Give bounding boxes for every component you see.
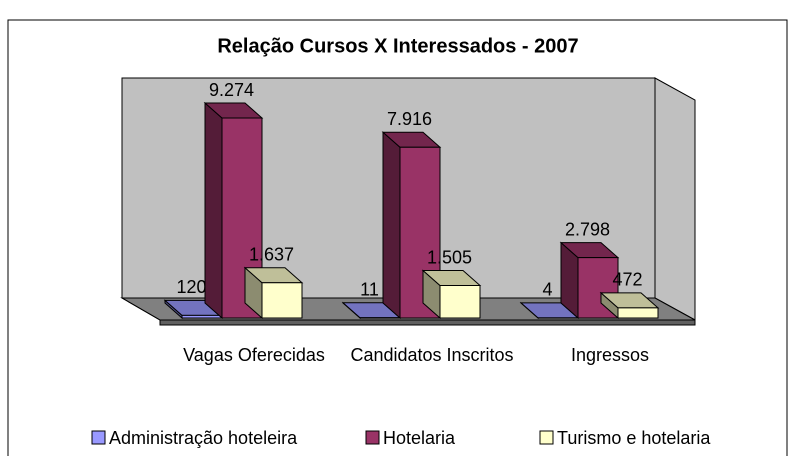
data-label: 472 — [612, 270, 642, 290]
bar-front — [181, 314, 223, 319]
bar — [243, 266, 304, 320]
data-label: 1.505 — [427, 247, 472, 267]
bar-front — [617, 307, 659, 319]
bar — [599, 291, 660, 320]
floor-edge — [121, 297, 696, 326]
data-label: 4 — [542, 280, 552, 300]
legend-swatch — [91, 430, 106, 445]
bar-side — [382, 131, 401, 320]
category-label: Candidatos Inscritos — [350, 345, 514, 365]
legend-label: Turismo e hotelaria — [557, 428, 711, 448]
side-wall — [654, 77, 696, 321]
data-label: 11 — [360, 280, 379, 300]
data-label: 7.916 — [387, 109, 432, 129]
data-label: 120 — [176, 277, 206, 297]
bar-side — [204, 101, 223, 320]
data-label: 2.798 — [565, 219, 610, 239]
category-label: Vagas Oferecidas — [183, 345, 325, 365]
bar-front — [261, 282, 303, 319]
legend-label: Administração hoteleira — [109, 428, 298, 448]
data-label: 9.274 — [209, 80, 254, 100]
legend-swatch — [365, 430, 380, 445]
legend-swatch — [539, 430, 554, 445]
bar — [341, 301, 402, 320]
category-label: Ingressos — [570, 345, 650, 365]
bar-front — [439, 285, 481, 319]
bar — [421, 269, 482, 320]
chart-title: Relação Cursos X Interessados - 2007 — [217, 35, 578, 57]
data-label: 1.637 — [249, 244, 294, 264]
legend-label: Hotelaria — [383, 428, 456, 448]
